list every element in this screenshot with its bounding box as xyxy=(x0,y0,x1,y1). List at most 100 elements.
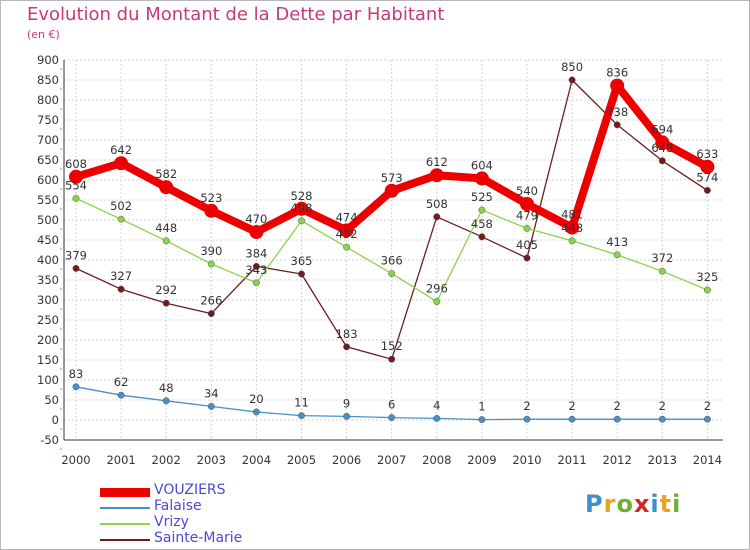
y-tick-label: 150 xyxy=(37,353,59,367)
data-point-falaise xyxy=(433,414,441,422)
y-tick-label: 750 xyxy=(37,113,59,127)
y-tick-label: 900 xyxy=(37,53,59,67)
data-point-falaise xyxy=(72,383,80,391)
x-tick-label: 2002 xyxy=(152,453,181,467)
y-tick-label: 250 xyxy=(37,313,59,327)
y-tick-label: 100 xyxy=(37,373,59,387)
y-axis-tick-dot xyxy=(60,88,62,90)
data-point-vouziers xyxy=(565,220,580,235)
data-label-vrizy: 413 xyxy=(606,235,628,249)
legend-item: Vrizy xyxy=(100,514,320,532)
y-axis-tick-dot xyxy=(60,308,62,310)
data-label-falaise: 2 xyxy=(523,399,530,413)
data-point-falaise xyxy=(613,415,621,423)
data-point-vouziers xyxy=(520,197,534,211)
data-point-vrizy xyxy=(568,237,576,245)
y-tick-label: 50 xyxy=(44,393,59,407)
data-label-vouziers: 633 xyxy=(696,147,718,161)
data-label-falaise: 11 xyxy=(294,396,309,410)
data-point-vrizy xyxy=(117,215,125,223)
data-label-sainte-marie: 379 xyxy=(65,248,87,262)
data-point-vrizy xyxy=(613,251,621,259)
x-tick-label: 2011 xyxy=(557,453,586,467)
logo-letter: x xyxy=(633,490,651,518)
data-label-falaise: 2 xyxy=(568,399,575,413)
data-point-vouziers xyxy=(294,201,309,216)
data-point-vouziers xyxy=(610,78,625,93)
data-label-vouziers: 582 xyxy=(155,167,177,181)
data-point-falaise xyxy=(162,397,170,405)
data-point-vouziers xyxy=(339,223,354,238)
data-point-sainte-marie xyxy=(433,213,441,221)
data-point-vouziers xyxy=(249,225,264,239)
data-label-falaise: 1 xyxy=(478,400,485,414)
logo-letter: P xyxy=(585,490,604,518)
data-label-vouziers: 694 xyxy=(651,122,673,136)
data-point-sainte-marie xyxy=(613,121,621,129)
data-label-vrizy: 498 xyxy=(291,201,313,215)
y-tick-label: 650 xyxy=(37,153,59,167)
data-label-vouziers: 573 xyxy=(381,171,403,185)
data-label-vrizy: 343 xyxy=(245,263,267,277)
y-unit-label: (en €) xyxy=(27,28,60,41)
data-label-vouziers: 470 xyxy=(245,212,267,226)
data-label-falaise: 6 xyxy=(388,398,395,412)
y-axis-tick-dot xyxy=(60,408,62,410)
y-axis-tick-dot xyxy=(60,268,62,270)
data-label-falaise: 20 xyxy=(249,392,264,406)
data-label-vrizy: 372 xyxy=(651,251,673,265)
y-axis-tick-dot xyxy=(60,388,62,390)
legend-label: Vrizy xyxy=(154,514,189,530)
data-label-sainte-marie: 365 xyxy=(291,254,313,268)
legend-label: Sainte-Marie xyxy=(154,530,243,546)
data-point-sainte-marie xyxy=(207,310,215,318)
data-label-sainte-marie: 508 xyxy=(426,197,448,211)
logo-letter: o xyxy=(616,490,634,518)
y-tick-label: 800 xyxy=(37,93,59,107)
data-label-sainte-marie: 405 xyxy=(516,238,538,252)
data-point-vouziers xyxy=(114,156,129,171)
data-point-vrizy xyxy=(478,206,486,214)
data-label-vrizy: 479 xyxy=(516,208,538,222)
data-label-vouziers: 481 xyxy=(561,208,583,222)
data-label-sainte-marie: 292 xyxy=(155,283,177,297)
data-point-falaise xyxy=(523,415,531,423)
data-point-sainte-marie xyxy=(478,233,486,241)
data-label-sainte-marie: 152 xyxy=(381,339,403,353)
data-point-sainte-marie xyxy=(703,186,711,194)
data-point-falaise xyxy=(658,415,666,423)
proxiti-logo: Proxiti xyxy=(585,490,681,518)
data-label-vouziers: 474 xyxy=(336,210,358,224)
data-label-vouziers: 523 xyxy=(200,191,222,205)
data-label-vouziers: 612 xyxy=(426,155,448,169)
data-label-vouziers: 642 xyxy=(110,143,132,157)
data-label-sainte-marie: 266 xyxy=(200,294,222,308)
data-point-falaise xyxy=(568,415,576,423)
x-tick-label: 2004 xyxy=(242,453,271,467)
y-axis-tick-dot xyxy=(60,328,62,330)
data-point-vrizy xyxy=(343,243,351,251)
plot-area xyxy=(64,60,723,440)
y-axis-tick-dot xyxy=(60,188,62,190)
x-tick-label: 2005 xyxy=(287,453,316,467)
data-point-falaise xyxy=(117,391,125,399)
y-axis-tick-dot xyxy=(60,108,62,110)
data-label-vouziers: 608 xyxy=(65,157,87,171)
data-label-falaise: 4 xyxy=(433,398,440,412)
legend-item: VOUZIERS xyxy=(100,482,320,500)
data-point-sainte-marie xyxy=(523,254,531,262)
data-label-vrizy: 525 xyxy=(471,190,493,204)
y-tick-label: 450 xyxy=(37,233,59,247)
data-point-vouziers xyxy=(700,159,715,174)
data-point-sainte-marie xyxy=(343,343,351,351)
data-point-vouziers xyxy=(474,171,489,186)
data-label-vrizy: 390 xyxy=(200,244,222,258)
data-label-falaise: 2 xyxy=(659,399,666,413)
data-point-vouziers xyxy=(69,169,83,184)
data-label-falaise: 34 xyxy=(204,386,219,400)
data-point-falaise xyxy=(207,402,215,410)
data-point-falaise xyxy=(388,414,396,422)
logo-letter: i xyxy=(650,490,660,518)
y-axis-tick-dot xyxy=(60,168,62,170)
y-tick-label: 850 xyxy=(37,73,59,87)
